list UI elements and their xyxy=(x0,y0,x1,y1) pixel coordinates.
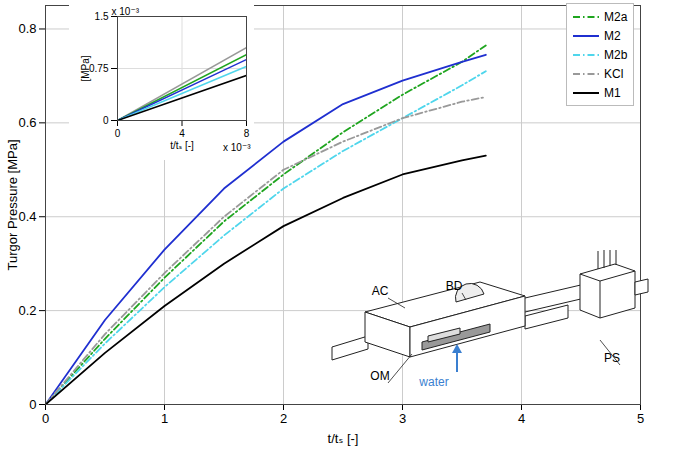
svg-text:0: 0 xyxy=(103,115,109,126)
svg-text:1: 1 xyxy=(161,411,168,426)
svg-text:t/tₛ [-]: t/tₛ [-] xyxy=(170,140,194,151)
svg-text:4: 4 xyxy=(179,128,185,139)
svg-text:3: 3 xyxy=(399,411,406,426)
svg-text:0.6: 0.6 xyxy=(18,115,36,130)
svg-text:x 10⁻³: x 10⁻³ xyxy=(112,6,140,17)
html-text:M2: M2 xyxy=(604,28,621,43)
svg-text:4: 4 xyxy=(518,411,525,426)
svg-text:1.5: 1.5 xyxy=(95,11,109,22)
html-text:M1: M1 xyxy=(604,85,621,100)
svg-text:0: 0 xyxy=(115,128,121,139)
svg-text:[MPa]: [MPa] xyxy=(80,55,91,81)
svg-text:water: water xyxy=(418,375,448,389)
svg-text:5: 5 xyxy=(637,411,644,426)
svg-text:8: 8 xyxy=(244,128,250,139)
svg-text:0.75: 0.75 xyxy=(89,63,109,74)
svg-text:OM: OM xyxy=(370,369,389,383)
svg-text:0.2: 0.2 xyxy=(18,303,36,318)
svg-text:Turgor Pressure [MPa]: Turgor Pressure [MPa] xyxy=(5,139,20,270)
html-text:M2b: M2b xyxy=(604,47,628,62)
svg-text:0.8: 0.8 xyxy=(18,21,36,36)
svg-text:0: 0 xyxy=(29,397,36,412)
svg-text:t/tₛ [-]: t/tₛ [-] xyxy=(328,431,359,446)
html-text:KCl: KCl xyxy=(604,66,624,81)
svg-text:PS: PS xyxy=(604,351,620,365)
svg-text:0.4: 0.4 xyxy=(18,209,36,224)
svg-text:0: 0 xyxy=(42,411,49,426)
svg-text:2: 2 xyxy=(280,411,287,426)
svg-text:BD: BD xyxy=(446,279,463,293)
svg-text:AC: AC xyxy=(372,284,389,298)
svg-text:x 10⁻³: x 10⁻³ xyxy=(223,142,251,153)
html-text:M2a: M2a xyxy=(604,9,628,24)
